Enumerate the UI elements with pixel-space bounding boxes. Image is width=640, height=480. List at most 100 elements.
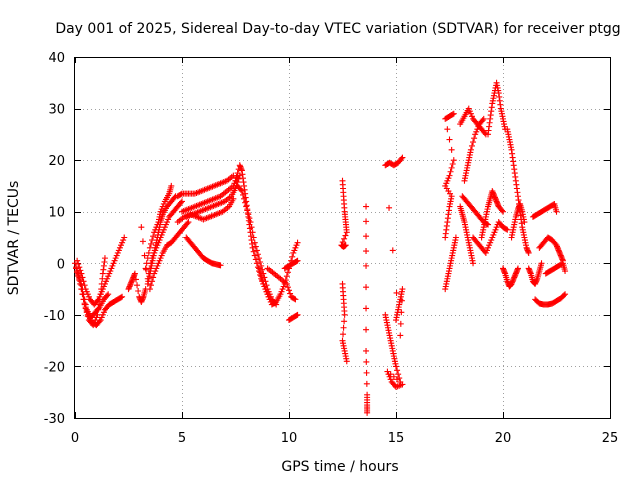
data-point — [387, 376, 394, 383]
data-point — [151, 229, 158, 236]
data-point — [395, 371, 402, 378]
data-point — [294, 311, 301, 318]
axis-ticks — [75, 57, 611, 419]
data-point — [397, 320, 404, 327]
data-point — [538, 260, 545, 267]
data-point — [168, 182, 175, 189]
data-point — [97, 291, 104, 298]
data-point — [287, 290, 294, 297]
x-tick-label: 25 — [602, 431, 619, 446]
data-point — [93, 314, 100, 321]
data-point — [278, 288, 285, 295]
series-t14 — [183, 234, 224, 269]
series-t38 — [525, 260, 545, 287]
data-point — [91, 319, 98, 326]
data-point — [77, 267, 84, 274]
data-point — [444, 126, 451, 133]
data-point — [237, 186, 244, 193]
data-point — [239, 191, 246, 198]
data-point — [153, 265, 160, 272]
data-point — [398, 309, 405, 316]
data-point — [385, 371, 392, 378]
data-point — [156, 237, 163, 244]
data-point — [114, 249, 121, 256]
data-point — [472, 131, 479, 138]
y-tick-label: 0 — [57, 257, 65, 272]
data-point — [340, 331, 347, 338]
series-t41 — [532, 291, 569, 308]
data-point — [266, 296, 273, 303]
data-point — [452, 234, 459, 241]
data-point — [251, 239, 258, 246]
data-point — [445, 175, 452, 182]
series-t7 — [142, 182, 175, 272]
data-point — [185, 219, 192, 226]
data-point — [80, 291, 87, 298]
series-t19 — [281, 257, 301, 272]
y-tick-label: -20 — [44, 360, 65, 375]
data-point — [500, 208, 506, 215]
data-point — [98, 314, 105, 321]
data-point — [76, 264, 83, 271]
series-t36 — [500, 265, 521, 290]
data-point — [83, 288, 90, 295]
data-point — [158, 231, 165, 238]
data-point — [340, 324, 347, 331]
data-point — [294, 239, 301, 246]
data-point — [96, 318, 103, 325]
data-point — [470, 139, 477, 146]
data-point — [234, 170, 241, 177]
y-tick-label: 30 — [48, 103, 65, 118]
data-point — [481, 130, 488, 137]
data-point — [444, 177, 451, 184]
data-point — [249, 244, 256, 251]
data-point — [243, 203, 250, 210]
data-point — [82, 301, 89, 308]
x-axis-label: GPS time / hours — [281, 459, 398, 475]
series-t24 — [382, 311, 406, 391]
y-tick-label: -30 — [44, 412, 65, 427]
data-point — [560, 292, 567, 299]
data-point — [263, 288, 270, 295]
data-point — [553, 208, 560, 215]
data-point — [341, 318, 348, 325]
data-point — [289, 253, 296, 260]
series-t8 — [144, 198, 185, 282]
series-t9 — [146, 219, 192, 293]
data-point — [98, 286, 105, 293]
data-point — [467, 110, 474, 117]
data-point — [154, 262, 161, 269]
data-point — [248, 224, 255, 231]
data-point — [283, 273, 290, 280]
data-point — [116, 244, 123, 251]
data-point — [179, 198, 185, 205]
data-point — [264, 291, 271, 298]
x-tick-label: 15 — [388, 431, 405, 446]
data-point — [159, 203, 166, 210]
data-point — [450, 110, 457, 117]
data-point — [244, 207, 251, 214]
data-point — [250, 248, 257, 255]
series-t39 — [529, 200, 560, 220]
data-point — [498, 207, 505, 214]
data-point — [132, 276, 139, 283]
y-tick-label: 10 — [48, 206, 65, 221]
data-point — [246, 215, 253, 222]
data-point — [73, 265, 80, 272]
data-point — [449, 111, 456, 118]
data-point — [254, 251, 261, 258]
data-point — [146, 265, 153, 272]
data-point — [106, 270, 113, 277]
series-t4 — [75, 270, 112, 321]
data-point — [363, 358, 370, 365]
data-point — [486, 242, 493, 249]
series-t10 — [174, 172, 237, 200]
series-t34 — [470, 219, 511, 256]
data-point — [488, 237, 495, 244]
data-point — [253, 260, 260, 267]
data-point — [165, 216, 172, 223]
data-point — [503, 226, 510, 233]
data-point — [247, 219, 254, 226]
data-point — [473, 128, 480, 135]
data-point — [397, 332, 404, 339]
